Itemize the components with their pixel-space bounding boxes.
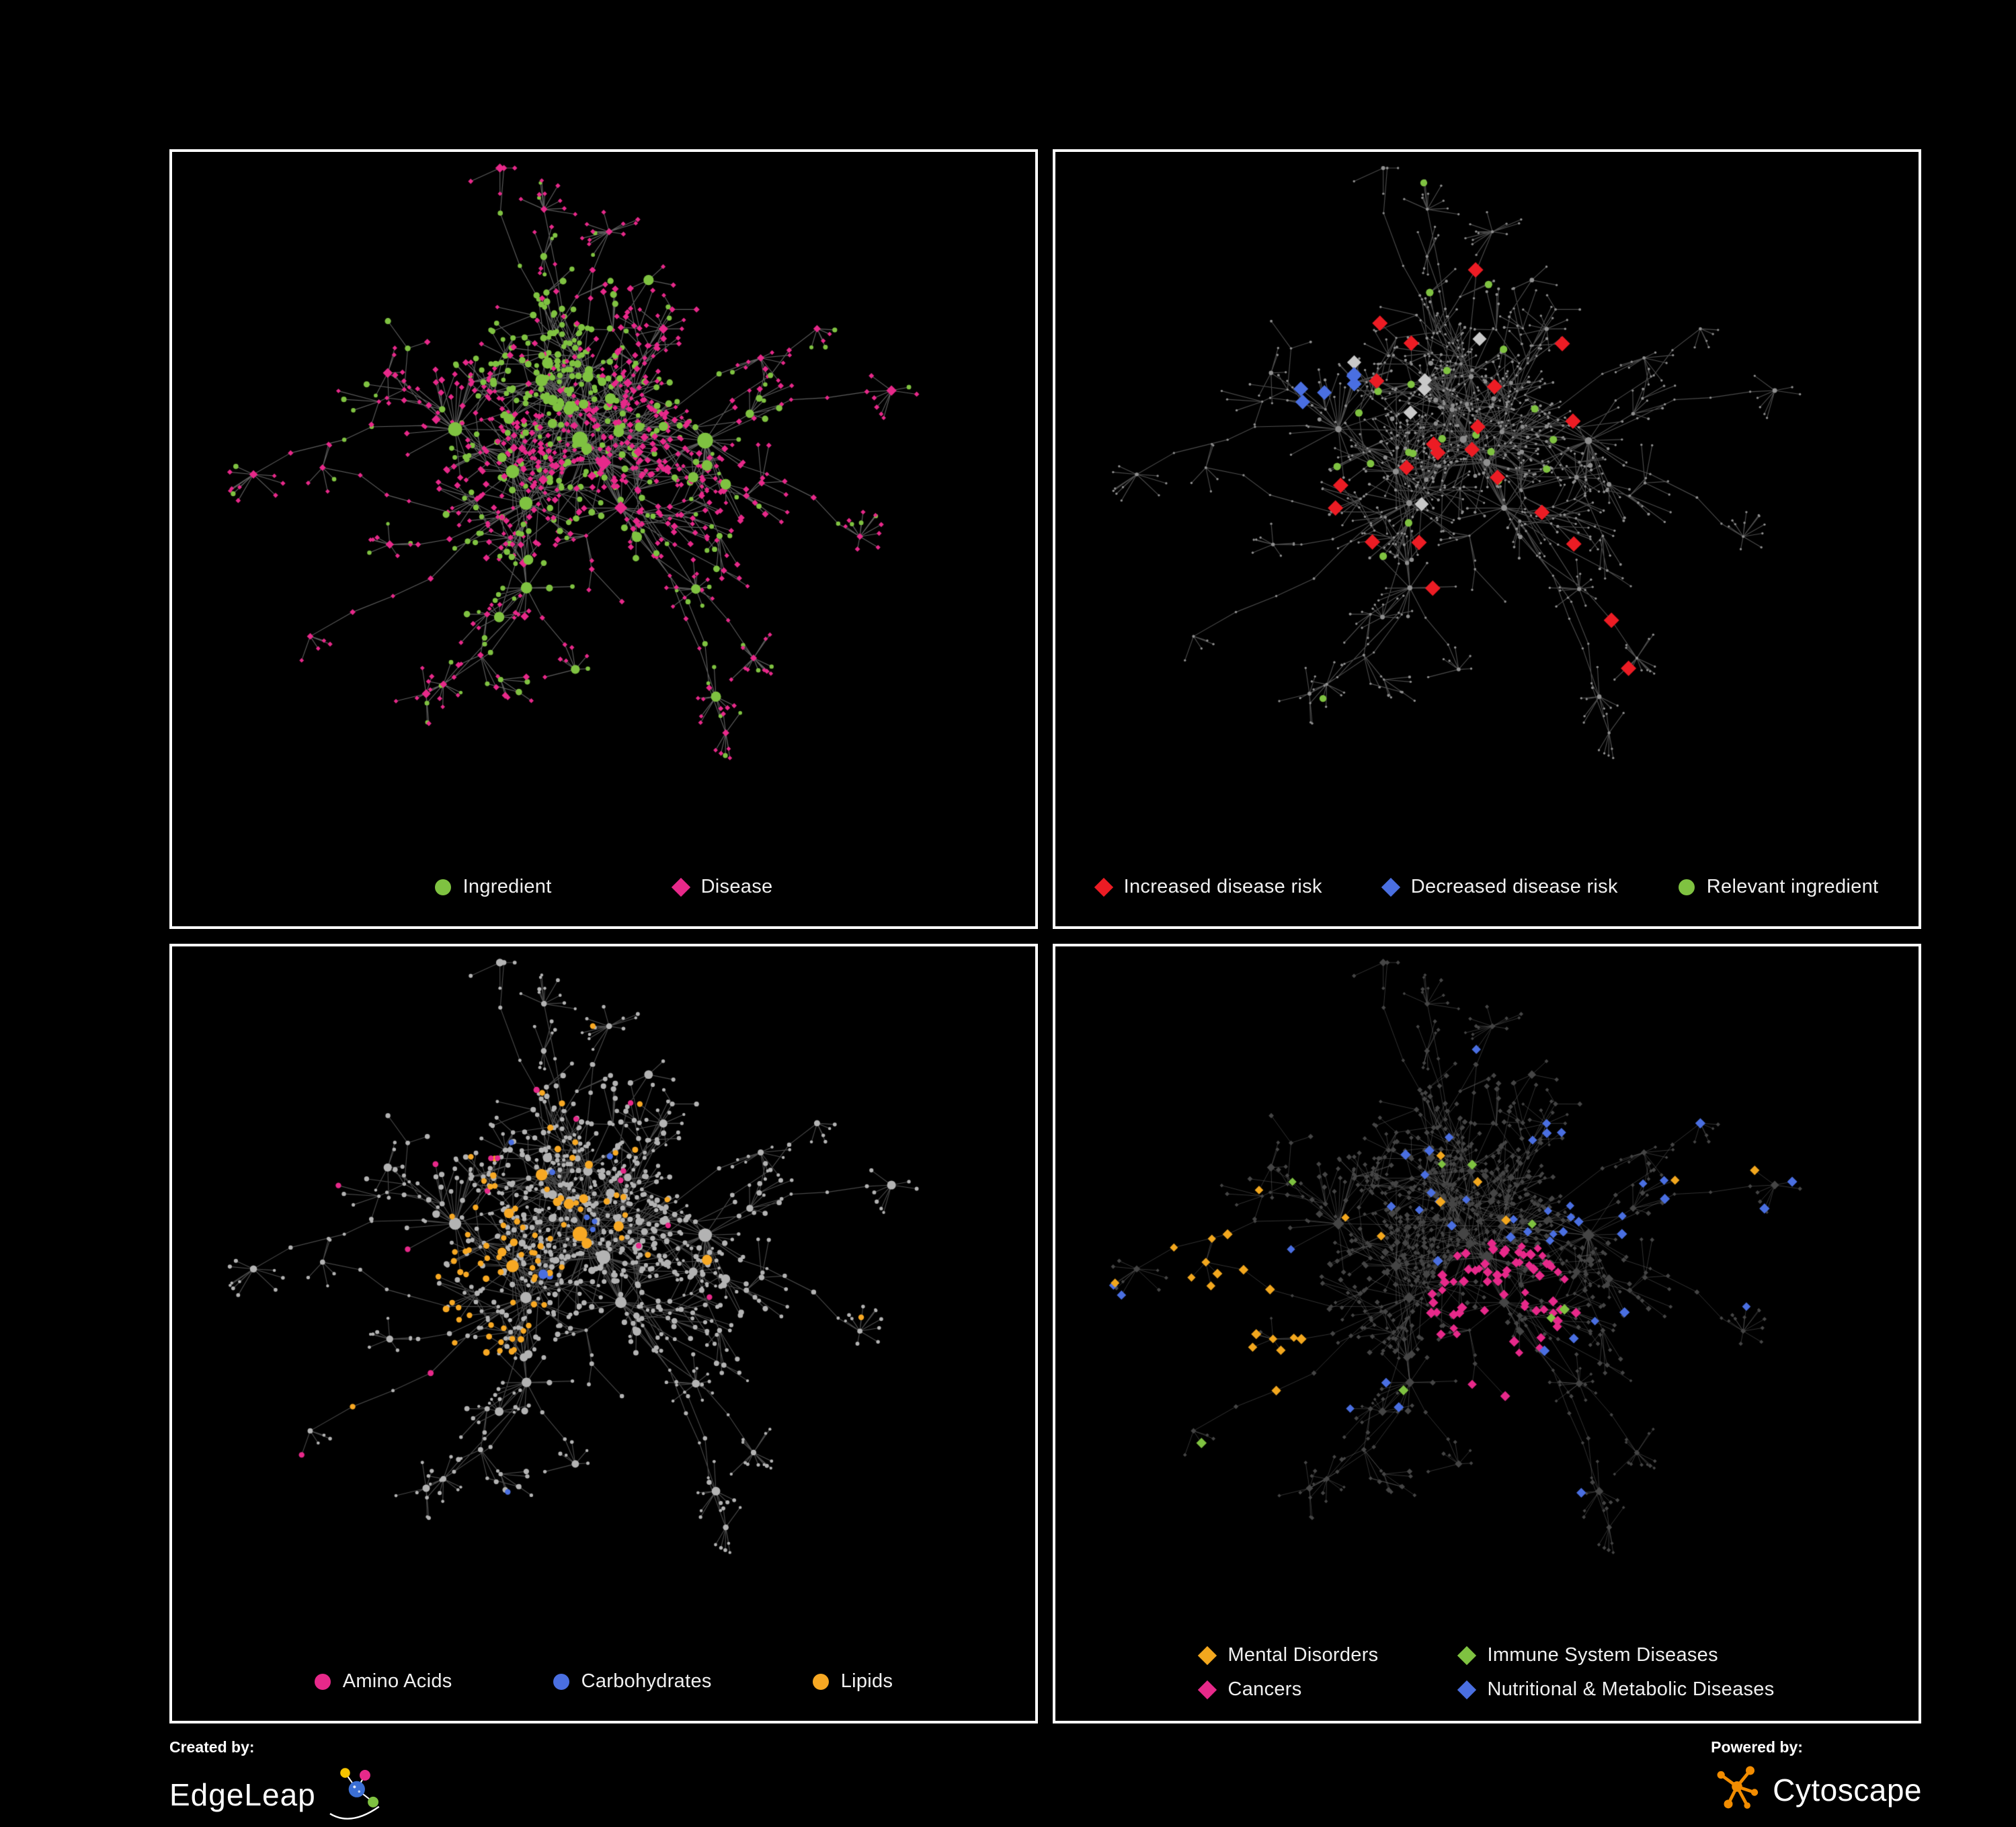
legend-item-immune-system-diseases: Immune System Diseases	[1457, 1644, 1774, 1666]
created-by-block: Created by: EdgeLeap	[169, 1738, 395, 1827]
diamond-marker-icon	[1094, 877, 1113, 897]
legend-label: Amino Acids	[342, 1670, 452, 1692]
panel-disease-classes: Mental Disorders Immune System Diseases Ca…	[1053, 944, 1921, 1723]
diamond-marker-icon	[1457, 1646, 1477, 1665]
legend-label: Decreased disease risk	[1410, 876, 1618, 897]
disease-class-legend: Mental Disorders Immune System Diseases Ca…	[1055, 1644, 1919, 1701]
nutrient-class-network-canvas	[172, 946, 1035, 1619]
disease-risk-legend: Increased disease risk Decreased disease …	[1055, 876, 1919, 898]
legend-label: Lipids	[840, 1670, 893, 1692]
ingredient-disease-legend: Ingredient Disease	[172, 876, 1035, 898]
legend-item-increased-disease-risk: Increased disease risk	[1094, 876, 1322, 898]
legend-item-cancers: Cancers	[1198, 1678, 1378, 1701]
edgeleap-wordmark: EdgeLeap	[169, 1777, 316, 1812]
circle-marker-icon	[314, 1673, 331, 1690]
circle-marker-icon	[434, 879, 451, 895]
figure-grid: Ingredient Disease Increased disease risk…	[169, 149, 1921, 1723]
diamond-marker-icon	[1198, 1646, 1217, 1665]
legend-label: Immune System Diseases	[1487, 1644, 1718, 1666]
created-by-label: Created by:	[169, 1738, 255, 1756]
legend-label: Disease	[700, 876, 773, 897]
legend-item-mental-disorders: Mental Disorders	[1198, 1644, 1379, 1666]
legend-label: Ingredient	[462, 876, 552, 897]
legend-item-lipids: Lipids	[812, 1670, 893, 1693]
panel-nutrient-classes: Amino Acids Carbohydrates Lipids	[169, 944, 1038, 1723]
diamond-marker-icon	[1381, 877, 1400, 897]
legend-item-ingredient: Ingredient	[434, 876, 552, 898]
legend-item-amino-acids: Amino Acids	[314, 1670, 452, 1693]
diamond-marker-icon	[1457, 1680, 1477, 1699]
edgeleap-logo-icon	[325, 1762, 395, 1827]
cytoscape-logo-icon	[1711, 1762, 1763, 1818]
panel-ingredient-disease: Ingredient Disease	[169, 149, 1038, 929]
circle-marker-icon	[812, 1673, 829, 1690]
legend-label: Cancers	[1227, 1678, 1302, 1700]
cytoscape-wordmark: Cytoscape	[1773, 1772, 1922, 1808]
circle-marker-icon	[553, 1673, 569, 1690]
disease-risk-network-canvas	[1055, 152, 1919, 824]
legend-label: Mental Disorders	[1227, 1644, 1379, 1666]
legend-item-disease: Disease	[671, 876, 773, 898]
legend-label: Nutritional & Metabolic Diseases	[1487, 1678, 1775, 1700]
legend-item-carbohydrates: Carbohydrates	[553, 1670, 712, 1693]
nutrient-class-legend: Amino Acids Carbohydrates Lipids	[172, 1670, 1035, 1693]
powered-by-label: Powered by:	[1711, 1738, 1803, 1756]
legend-label: Increased disease risk	[1123, 876, 1322, 897]
diamond-marker-icon	[1198, 1680, 1217, 1699]
legend-label: Relevant ingredient	[1706, 876, 1879, 897]
legend-item-relevant-ingredient: Relevant ingredient	[1678, 876, 1879, 898]
diamond-marker-icon	[671, 877, 690, 897]
panel-disease-risk: Increased disease risk Decreased disease …	[1053, 149, 1921, 929]
powered-by-block: Powered by:	[1711, 1738, 1922, 1818]
ingredient-disease-network-canvas	[172, 152, 1035, 824]
legend-label: Carbohydrates	[581, 1670, 712, 1692]
circle-marker-icon	[1678, 879, 1695, 895]
disease-class-network-canvas	[1055, 946, 1919, 1619]
legend-item-decreased-disease-risk: Decreased disease risk	[1381, 876, 1618, 898]
legend-item-nutritional-metabolic-diseases: Nutritional & Metabolic Diseases	[1457, 1678, 1775, 1701]
